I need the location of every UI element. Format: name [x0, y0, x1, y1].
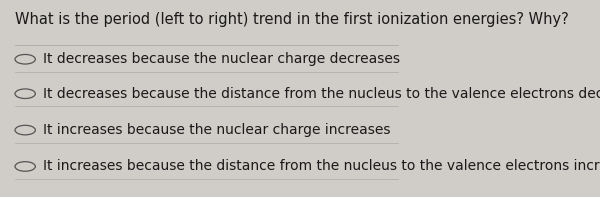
Text: What is the period (left to right) trend in the first ionization energies? Why?: What is the period (left to right) trend… [15, 12, 569, 27]
Text: It decreases because the nuclear charge decreases: It decreases because the nuclear charge … [43, 52, 400, 66]
Text: It increases because the distance from the nucleus to the valence electrons incr: It increases because the distance from t… [43, 159, 600, 174]
Text: It increases because the nuclear charge increases: It increases because the nuclear charge … [43, 123, 391, 137]
Text: It decreases because the distance from the nucleus to the valence electrons decr: It decreases because the distance from t… [43, 87, 600, 101]
